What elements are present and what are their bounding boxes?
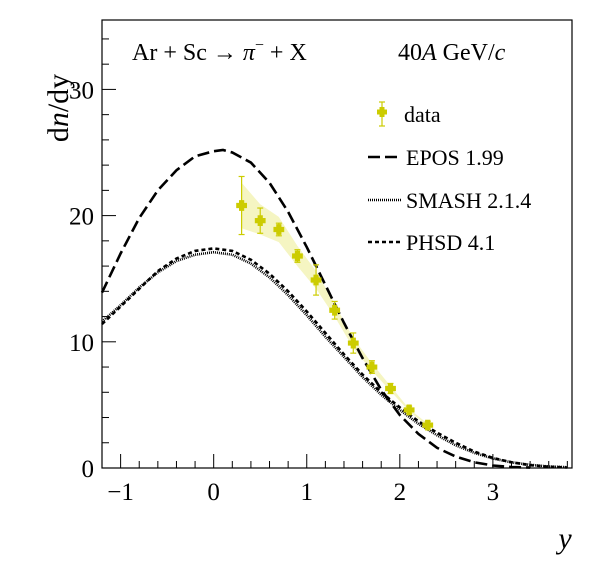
x-tick-label: 3 (487, 479, 500, 506)
curve-epos (100, 148, 531, 469)
legend-item-epos: EPOS 1.99 (368, 145, 504, 170)
reaction-arrow: → (213, 40, 237, 66)
energy-a: A (420, 40, 437, 66)
energy-unit: GeV/ (443, 40, 495, 66)
legend-label-epos: EPOS 1.99 (406, 145, 504, 170)
data-point (385, 382, 396, 395)
data-point (254, 207, 266, 234)
curve-phsd (101, 247, 568, 469)
data-point (347, 332, 359, 354)
y-axis-title-prefix: d (42, 127, 75, 142)
legend-label-smash: SMASH 2.1.4 (406, 188, 531, 213)
legend-item-smash: SMASH 2.1.4 (368, 188, 531, 213)
y-tick-label: 20 (69, 204, 94, 231)
data-point (236, 175, 248, 236)
plot-frame (101, 19, 573, 469)
data-point-marker (347, 337, 359, 349)
reaction-lhs: Ar + Sc (132, 40, 207, 66)
data-point (292, 249, 303, 263)
data-point (366, 360, 378, 374)
reaction-charge: − (255, 37, 264, 54)
data-point (403, 404, 415, 416)
y-tick-label: 30 (69, 77, 94, 104)
data-point-marker (422, 419, 434, 431)
data-point-marker (310, 274, 322, 286)
data-point (273, 222, 285, 237)
y-tick-label: 10 (69, 330, 94, 357)
legend: data EPOS 1.99 SMASH 2.1.4 PHSD 4.1 (368, 101, 531, 255)
energy-value: 40 (398, 40, 422, 66)
data-point-marker (292, 250, 303, 262)
x-axis-title: y (555, 522, 572, 555)
x-tick-label: −1 (107, 479, 134, 506)
model-curves (100, 148, 568, 469)
data-point-marker (385, 383, 396, 394)
data-point-marker (273, 224, 285, 235)
energy-label: 40A GeV/c (398, 40, 506, 66)
legend-data-marker (377, 107, 387, 117)
data-point-marker (236, 200, 248, 211)
y-axis-title-suffix: /dy (42, 74, 75, 112)
data-point (329, 300, 341, 320)
legend-item-phsd: PHSD 4.1 (368, 230, 495, 255)
y-tick-label: 0 (82, 456, 95, 483)
energy-c: c (495, 40, 506, 66)
y-axis-title: dn/dy (42, 74, 75, 142)
reaction-label: Ar + Sc → π− + X (132, 30, 307, 66)
legend-item-data: data (377, 101, 441, 127)
data-point-marker (254, 215, 266, 227)
legend-label-data: data (404, 102, 441, 127)
reaction-rhs: + X (270, 40, 307, 66)
x-tick-label: 0 (207, 479, 220, 506)
reaction-particle: π (243, 40, 256, 66)
data-point-marker (403, 404, 415, 416)
y-axis-title-var: n (42, 112, 75, 127)
x-tick-label: 2 (394, 479, 407, 506)
data-point (422, 419, 434, 431)
axis-ticks (101, 38, 568, 469)
data-point-marker (366, 361, 378, 373)
data-markers (236, 175, 434, 431)
curve-smash (101, 250, 568, 469)
data-point-marker (329, 304, 341, 316)
data-point (310, 264, 322, 296)
x-tick-label: 1 (301, 479, 314, 506)
legend-label-phsd: PHSD 4.1 (406, 230, 495, 255)
